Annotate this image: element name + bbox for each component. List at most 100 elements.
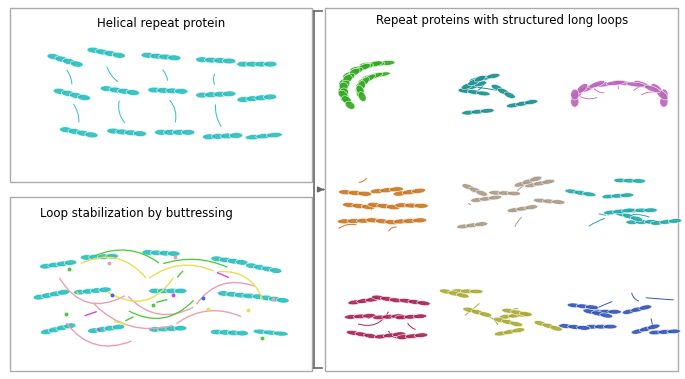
Ellipse shape [87, 47, 100, 53]
Ellipse shape [357, 299, 370, 304]
Ellipse shape [391, 314, 404, 318]
Ellipse shape [159, 251, 171, 256]
Ellipse shape [501, 319, 514, 324]
Ellipse shape [480, 108, 494, 113]
Ellipse shape [164, 130, 177, 135]
Ellipse shape [255, 61, 268, 67]
Ellipse shape [658, 330, 671, 334]
Ellipse shape [577, 83, 588, 94]
Ellipse shape [339, 82, 348, 91]
Ellipse shape [90, 288, 103, 293]
Ellipse shape [625, 208, 639, 213]
Ellipse shape [479, 312, 492, 317]
Ellipse shape [395, 203, 409, 208]
Ellipse shape [150, 53, 163, 59]
Ellipse shape [534, 321, 547, 326]
Ellipse shape [395, 315, 408, 319]
Ellipse shape [89, 254, 101, 260]
Ellipse shape [82, 288, 95, 294]
Ellipse shape [603, 210, 617, 215]
Ellipse shape [40, 329, 53, 335]
Ellipse shape [466, 223, 479, 228]
Ellipse shape [377, 204, 391, 208]
Ellipse shape [263, 330, 278, 335]
Ellipse shape [166, 326, 178, 331]
Ellipse shape [64, 323, 76, 329]
Ellipse shape [71, 61, 83, 67]
Ellipse shape [602, 194, 616, 199]
Ellipse shape [510, 310, 523, 315]
Ellipse shape [623, 179, 636, 183]
Ellipse shape [350, 66, 364, 72]
Ellipse shape [97, 254, 110, 259]
Ellipse shape [356, 85, 364, 95]
Ellipse shape [109, 87, 122, 93]
Ellipse shape [342, 71, 356, 78]
Ellipse shape [660, 219, 673, 224]
Ellipse shape [374, 334, 388, 339]
Ellipse shape [582, 192, 596, 197]
Ellipse shape [125, 130, 138, 136]
Ellipse shape [543, 199, 556, 204]
Ellipse shape [380, 296, 394, 301]
Ellipse shape [246, 96, 259, 102]
Ellipse shape [574, 190, 587, 195]
Ellipse shape [100, 86, 114, 92]
Ellipse shape [649, 330, 662, 335]
Ellipse shape [389, 298, 403, 303]
Ellipse shape [399, 298, 412, 303]
Ellipse shape [568, 325, 582, 329]
Ellipse shape [223, 58, 236, 64]
Ellipse shape [576, 304, 590, 309]
Bar [325, 8, 678, 371]
Ellipse shape [651, 221, 664, 225]
Ellipse shape [359, 63, 373, 69]
Ellipse shape [350, 67, 363, 74]
Ellipse shape [461, 83, 473, 89]
Ellipse shape [234, 292, 247, 298]
Ellipse shape [514, 182, 527, 187]
Ellipse shape [474, 75, 486, 82]
Ellipse shape [253, 329, 268, 334]
Ellipse shape [269, 268, 282, 273]
Ellipse shape [149, 327, 162, 332]
Ellipse shape [85, 132, 98, 138]
Ellipse shape [358, 64, 371, 70]
Ellipse shape [463, 307, 475, 313]
Ellipse shape [237, 61, 250, 67]
Ellipse shape [585, 324, 599, 329]
Ellipse shape [469, 289, 483, 294]
Ellipse shape [277, 298, 289, 303]
Ellipse shape [356, 83, 365, 92]
Ellipse shape [515, 101, 529, 106]
Ellipse shape [360, 77, 369, 86]
Ellipse shape [508, 313, 521, 318]
Ellipse shape [345, 101, 355, 109]
Ellipse shape [593, 82, 612, 87]
Ellipse shape [373, 72, 390, 77]
Ellipse shape [613, 80, 632, 86]
Ellipse shape [488, 191, 502, 195]
Ellipse shape [69, 92, 82, 99]
Ellipse shape [471, 197, 484, 202]
Ellipse shape [507, 191, 521, 196]
Ellipse shape [501, 309, 515, 313]
Ellipse shape [469, 187, 481, 193]
Ellipse shape [227, 330, 240, 335]
Ellipse shape [41, 293, 53, 298]
Ellipse shape [389, 187, 403, 192]
Ellipse shape [457, 224, 470, 229]
Ellipse shape [104, 51, 117, 56]
Ellipse shape [134, 131, 147, 136]
Ellipse shape [497, 88, 509, 95]
Ellipse shape [104, 326, 116, 331]
Ellipse shape [360, 62, 375, 67]
Ellipse shape [469, 77, 482, 83]
Ellipse shape [512, 328, 525, 333]
Ellipse shape [264, 94, 277, 100]
Ellipse shape [507, 208, 521, 213]
Ellipse shape [348, 191, 362, 196]
Ellipse shape [364, 334, 377, 338]
Ellipse shape [524, 100, 538, 105]
Ellipse shape [358, 92, 366, 102]
